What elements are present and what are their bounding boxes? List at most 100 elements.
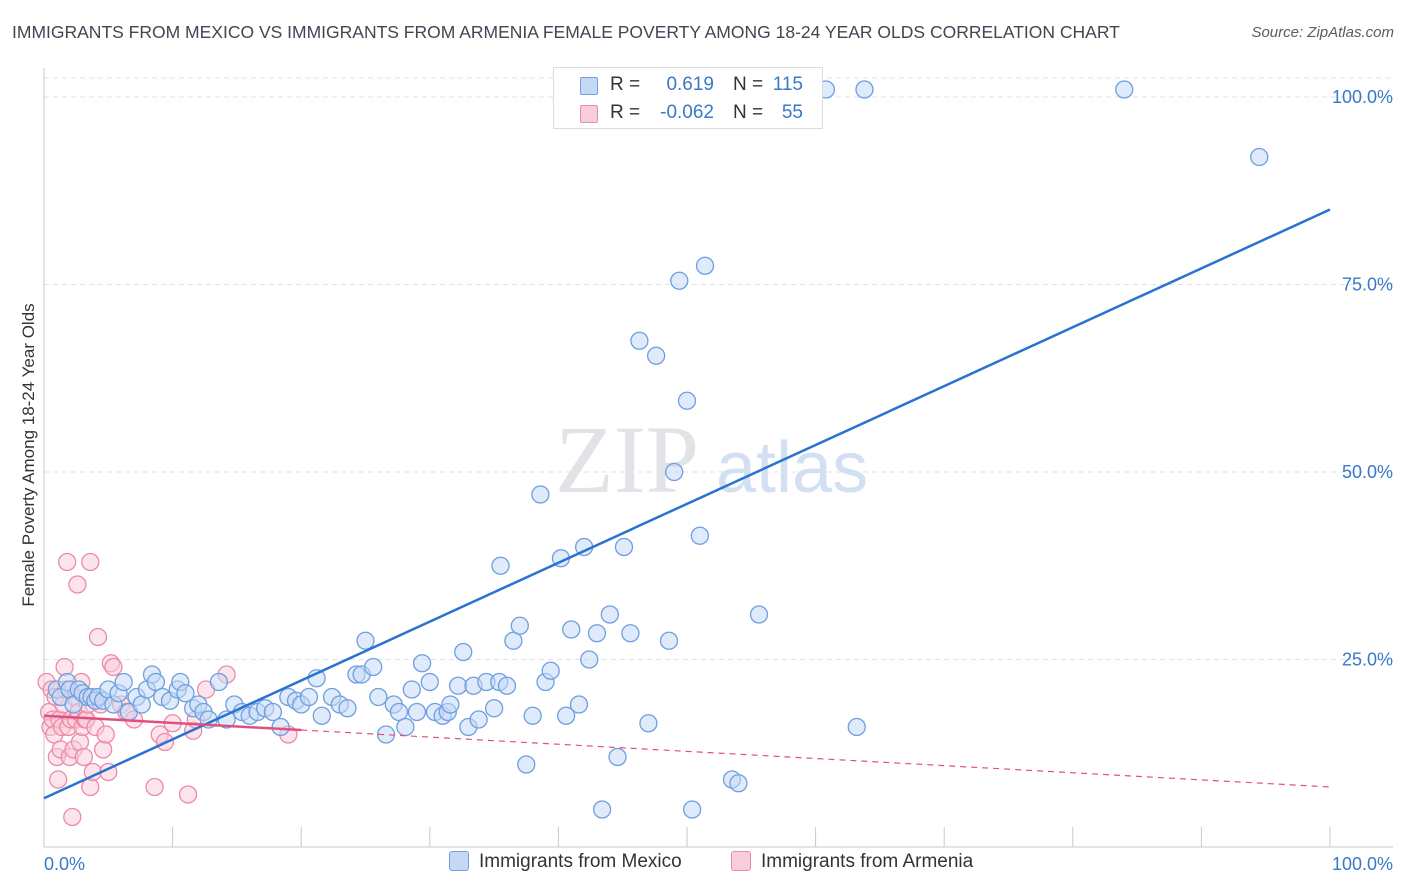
mexico-point [682, 800, 702, 819]
mexico-points [47, 80, 1269, 819]
mexico-point [469, 710, 488, 729]
watermark-atlas: atlas [716, 428, 868, 508]
mexico-point [677, 391, 697, 410]
armenia-point [94, 740, 113, 759]
mexico-point [396, 717, 415, 737]
legend-r-value-mexico: 0.619 [666, 74, 714, 95]
chart-title: IMMIGRANTS FROM MEXICO VS IMMIGRANTS FRO… [12, 22, 1120, 42]
legend-n-value-mexico: 115 [772, 74, 803, 95]
mexico-point [659, 631, 679, 650]
mexico-point [531, 485, 550, 504]
legend-row-mexico: R = 0.619 N = 115 [554, 72, 822, 100]
mexico-point [364, 657, 383, 677]
armenia-point [96, 725, 115, 744]
mexico-point [312, 706, 331, 725]
legend-row-armenia: R = -0.062 N = 55 [554, 100, 822, 128]
mexico-point [491, 556, 510, 575]
mexico-point [569, 695, 589, 714]
armenia-point [57, 552, 77, 572]
legend-r-label: R = [610, 74, 641, 95]
mexico-point [376, 725, 396, 744]
mexico-point [587, 624, 607, 643]
mexico-point [1115, 80, 1134, 99]
legend-r-value-armenia: -0.062 [660, 102, 714, 123]
armenia-point [63, 807, 82, 827]
bottom-legend-label-armenia: Immigrants from Armenia [761, 851, 974, 872]
mexico-point [580, 650, 599, 669]
armenia-point [81, 552, 100, 572]
armenia-trend-line-solid [43, 714, 302, 732]
mexico-point [630, 331, 649, 350]
mexico-point [441, 695, 460, 714]
bottom-legend-mexico: Immigrants from Mexico [449, 851, 682, 873]
legend-n-value-armenia: 55 [781, 102, 803, 123]
mexico-point [695, 256, 715, 275]
armenia-point [70, 732, 90, 752]
mexico-point [299, 687, 319, 707]
y-tick-label: 25.0% [1342, 650, 1393, 670]
mexico-point [510, 616, 529, 635]
mexico-point [541, 661, 560, 680]
mexico-point [639, 714, 658, 733]
armenia-point [48, 770, 68, 789]
armenia-point [104, 657, 123, 677]
armenia-point [178, 785, 198, 804]
mexico-point [176, 684, 195, 703]
mexico-point [670, 271, 689, 290]
mexico-point [621, 624, 640, 643]
armenia-point [55, 657, 74, 677]
axis-labels: 25.0% 50.0% 75.0% 100.0% 0.0% 100.0% Female Po… [19, 87, 1393, 874]
armenia-point [74, 747, 94, 767]
mexico-point [608, 747, 627, 767]
mexico-point [690, 526, 710, 545]
mexico-point [454, 642, 473, 662]
mexico-point [847, 717, 866, 737]
mexico-point [517, 755, 536, 774]
armenia-point [145, 777, 164, 797]
mexico-point [855, 80, 874, 99]
bottom-legend-swatch-armenia [731, 851, 751, 871]
mexico-point [263, 702, 283, 722]
mexico-point [114, 672, 133, 692]
mexico-point [338, 699, 357, 718]
mexico-point [484, 699, 504, 718]
mexico-point [749, 605, 769, 624]
mexico-point [523, 706, 542, 725]
bottom-legend-armenia: Immigrants from Armenia [731, 851, 973, 873]
mexico-point [592, 800, 612, 819]
y-tick-label: 50.0% [1342, 462, 1393, 482]
mexico-point [407, 702, 427, 722]
legend-n-label: N = [733, 102, 764, 123]
armenia-point [68, 575, 87, 594]
correlation-legend: R = 0.619 N = 115 R = -0.062 N = 55 [553, 67, 823, 129]
x-tick-label-min: 0.0% [44, 854, 85, 874]
mexico-point [664, 462, 684, 482]
armenia-point [88, 627, 108, 647]
bottom-legend-label-mexico: Immigrants from Mexico [479, 851, 682, 872]
mexico-point [209, 672, 229, 692]
bottom-legend-swatch-mexico [449, 851, 469, 871]
mexico-point [497, 676, 517, 695]
watermark-zip: ZIP [555, 406, 699, 513]
mexico-point [729, 774, 748, 793]
mexico-point [412, 654, 432, 673]
mexico-point [1250, 147, 1269, 167]
mexico-point [420, 672, 439, 692]
trend-lines [43, 208, 1331, 800]
x-tick-label-max: 100.0% [1332, 854, 1393, 874]
mexico-point [646, 346, 666, 365]
y-tick-label: 100.0% [1332, 87, 1393, 107]
grid-layer [44, 77, 1393, 660]
mexico-point [556, 706, 576, 725]
armenia-trend-line-dashed [301, 729, 1331, 788]
mexico-point [448, 676, 468, 695]
mexico-point [562, 620, 581, 639]
legend-swatch-armenia [580, 105, 598, 123]
mexico-trend-line [43, 208, 1331, 800]
mexico-point [614, 537, 634, 557]
mexico-point [369, 687, 388, 707]
mexico-point [356, 631, 375, 650]
legend-r-label: R = [610, 102, 641, 123]
mexico-point [402, 680, 421, 699]
